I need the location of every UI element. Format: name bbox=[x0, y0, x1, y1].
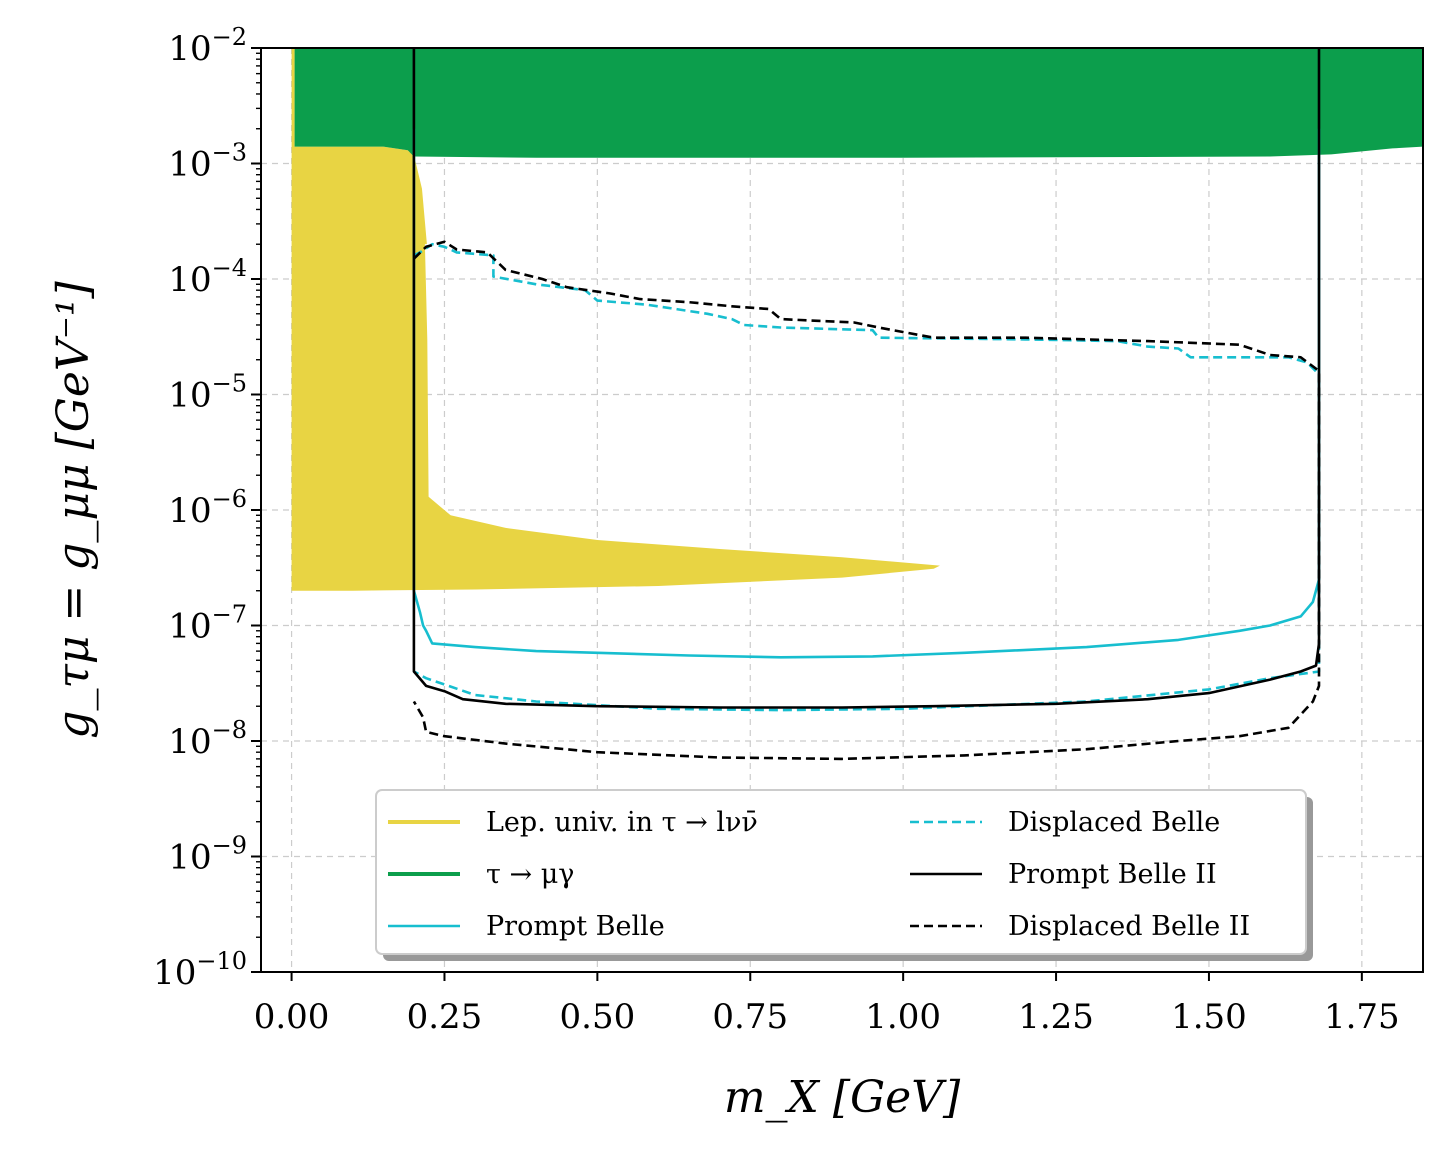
x-tick-label: 0.50 bbox=[560, 997, 636, 1037]
legend-label: Lep. univ. in τ → lνν̄ bbox=[486, 807, 758, 838]
legend: Lep. univ. in τ → lνν̄ τ → μγ Prompt Belle… bbox=[375, 789, 1313, 961]
legend-label: Prompt Belle bbox=[486, 911, 665, 942]
series-prompt-belle-ii bbox=[412, 48, 1321, 709]
x-tick-label: 0.75 bbox=[712, 997, 788, 1037]
axis-ticks bbox=[251, 47, 1363, 981]
legend-box bbox=[375, 789, 1307, 955]
legend-label: Displaced Belle II bbox=[1008, 911, 1250, 942]
tick-labels: 0.00 0.25 0.50 0.75 1.00 1.25 1.50 1.75 10−10 10−… bbox=[153, 23, 1400, 1037]
series-displaced-belle-ii bbox=[412, 240, 1321, 761]
sensitivity-curves bbox=[412, 48, 1321, 761]
legend-label: τ → μγ bbox=[486, 859, 574, 890]
x-tick-label: 1.50 bbox=[1171, 997, 1247, 1037]
x-axis-title: m_X [GeV] bbox=[724, 1072, 961, 1123]
series-displaced-belle bbox=[413, 242, 1321, 712]
legend-label: Displaced Belle bbox=[1008, 807, 1220, 838]
region- bbox=[294, 48, 1423, 158]
x-tick-label: 0.00 bbox=[254, 997, 330, 1037]
y-tick-label: 10−10 bbox=[153, 947, 247, 993]
y-tick-label: 10−9 bbox=[168, 832, 247, 878]
legend-label: Prompt Belle II bbox=[1008, 859, 1217, 890]
x-tick-label: 1.00 bbox=[865, 997, 941, 1037]
y-tick-label: 10−6 bbox=[168, 485, 247, 531]
y-tick-label: 10−5 bbox=[168, 370, 247, 416]
region-lep-univ-in-l bbox=[291, 48, 940, 591]
y-tick-label: 10−8 bbox=[168, 716, 247, 762]
y-axis-title: g_τμ = g_μμ [GeV⁻¹] bbox=[48, 280, 99, 738]
series-prompt-belle bbox=[412, 128, 1321, 659]
x-tick-label: 0.25 bbox=[407, 997, 483, 1037]
y-tick-label: 10−7 bbox=[168, 601, 247, 647]
y-tick-label: 10−3 bbox=[168, 139, 247, 185]
exclusion-regions bbox=[291, 48, 1423, 591]
y-tick-label: 10−2 bbox=[168, 23, 247, 69]
y-tick-label: 10−4 bbox=[168, 254, 247, 300]
x-tick-label: 1.75 bbox=[1324, 997, 1400, 1037]
x-tick-label: 1.25 bbox=[1018, 997, 1094, 1037]
